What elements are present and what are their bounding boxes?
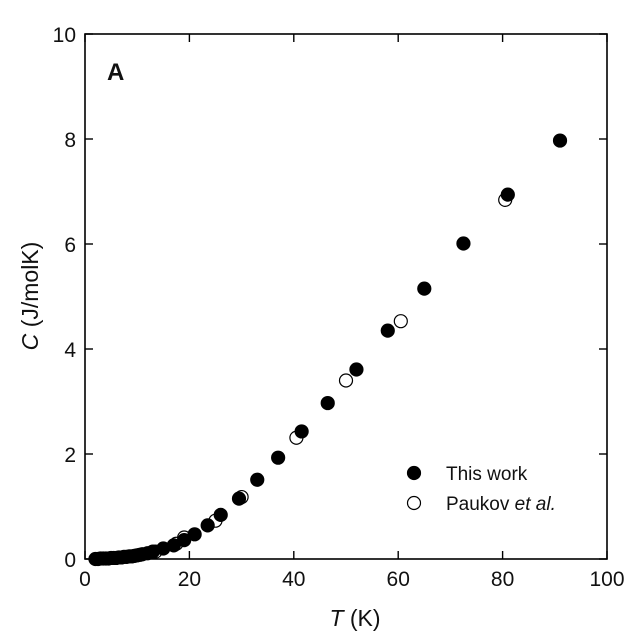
x-tick-label: 40	[282, 568, 305, 591]
data-point-this-work	[213, 507, 228, 523]
plot-frame	[84, 33, 608, 560]
y-axis-label: C (J/molK)	[17, 242, 43, 351]
y-tick-label: 8	[64, 129, 76, 152]
x-tick-label: 0	[79, 568, 91, 591]
data-point-this-work	[320, 395, 335, 411]
data-point-this-work	[231, 491, 247, 506]
legend-marker-paukov	[406, 495, 422, 511]
data-point-paukov	[338, 373, 354, 388]
legend-label-this-work: This work	[446, 464, 528, 485]
x-tick-label: 100	[589, 568, 624, 591]
series-this-work-points	[88, 133, 568, 567]
data-point-paukov	[393, 314, 408, 329]
data-point-this-work	[500, 187, 515, 202]
axis-ticks	[84, 33, 608, 560]
legend-marker-this-work	[406, 465, 422, 481]
data-point-this-work	[552, 133, 568, 148]
x-axis-label-unit: (K)	[344, 605, 381, 631]
x-tick-labels: 0 20 40 60 80 100	[79, 568, 624, 591]
data-point-this-work	[200, 518, 215, 533]
data-point-this-work	[294, 424, 309, 439]
y-tick-labels: 0 2 4 6 8 10	[53, 24, 77, 572]
y-tick-label: 6	[64, 234, 76, 257]
data-point-this-work	[349, 362, 364, 377]
legend-label-paukov-etal: et al.	[509, 494, 555, 515]
y-tick-label: 2	[64, 444, 76, 467]
data-point-this-work	[380, 323, 395, 338]
x-tick-label: 20	[178, 568, 201, 591]
x-axis-label-symbol: T	[329, 605, 345, 631]
y-axis-label-unit: (J/molK)	[17, 242, 43, 334]
data-point-this-work	[250, 472, 265, 487]
x-axis-label: T (K)	[329, 605, 380, 631]
y-tick-label: 4	[64, 339, 76, 362]
y-tick-label: 0	[64, 549, 76, 572]
data-point-this-work	[271, 450, 286, 465]
y-tick-label: 10	[53, 24, 76, 47]
data-point-this-work	[417, 281, 432, 296]
x-tick-label: 80	[491, 568, 514, 591]
data-point-this-work	[456, 236, 471, 251]
x-tick-label: 60	[387, 568, 410, 591]
data-point-this-work	[187, 527, 202, 542]
legend-label-paukov-name: Paukov	[446, 494, 510, 515]
y-axis-label-symbol: C	[17, 333, 43, 350]
panel-label: A	[107, 59, 124, 86]
legend: This work Paukov et al.	[406, 464, 556, 515]
legend-label-paukov: Paukov et al.	[446, 494, 556, 515]
